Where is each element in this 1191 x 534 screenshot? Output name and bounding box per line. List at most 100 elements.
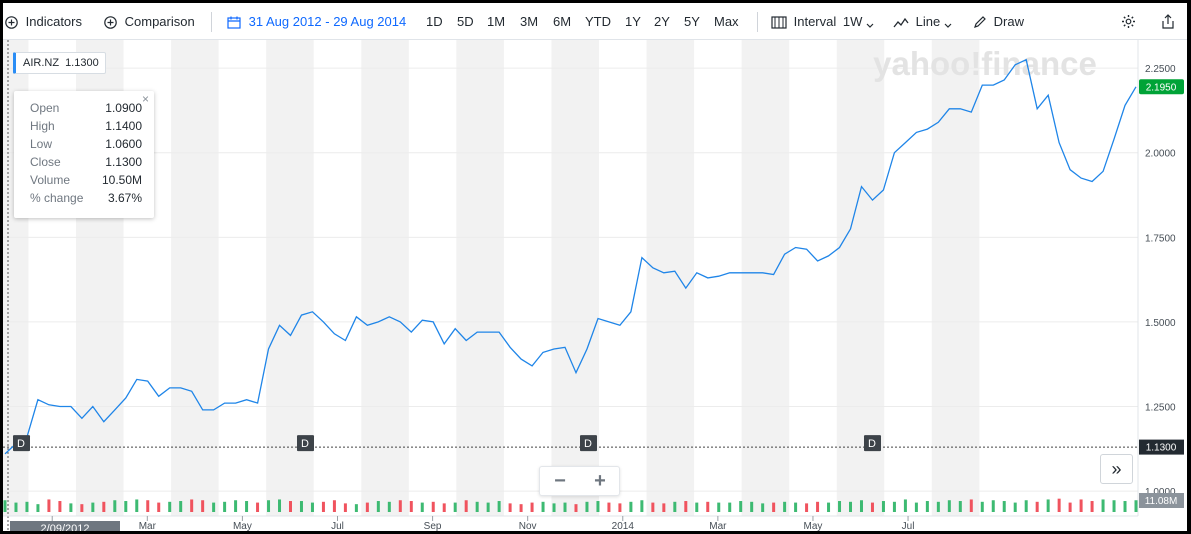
y-tick-label: 2.2500: [1145, 64, 1176, 75]
volume-bar: [124, 501, 128, 512]
range-3m[interactable]: 3M: [520, 13, 538, 31]
volume-bar: [475, 501, 479, 512]
price-chart[interactable]: yahoo!finance D D D D 1.0000 1.2500 1.5000 1.7…: [3, 40, 1187, 531]
volume-bar: [969, 499, 973, 512]
volume-bar: [398, 500, 402, 512]
volume-bar: [618, 503, 622, 512]
dividend-marker: [580, 435, 597, 452]
volume-bar: [903, 499, 907, 512]
interval-dropdown[interactable]: Interval 1W: [771, 13, 874, 31]
volume-bar: [102, 501, 106, 512]
volume-bar: [420, 502, 424, 512]
pencil-icon: [974, 16, 986, 28]
volume-bar: [256, 502, 260, 512]
range-1y-label: 1Y: [625, 14, 641, 29]
range-1d-label: 1D: [426, 14, 443, 29]
range-5d[interactable]: 5D: [457, 13, 474, 31]
range-1m[interactable]: 1M: [487, 13, 505, 31]
ohlc-row: Low 1.0600: [30, 135, 142, 153]
dividend-marker-label: D: [301, 438, 309, 450]
volume-bar: [991, 500, 995, 512]
y-tick-label: 1.2500: [1145, 402, 1176, 413]
share-button[interactable]: [1161, 13, 1175, 31]
volume-bar: [1068, 502, 1072, 512]
volume-bar: [936, 501, 940, 512]
draw-button[interactable]: Draw: [973, 13, 1024, 31]
range-ytd[interactable]: YTD: [585, 13, 611, 31]
volume-bar: [157, 502, 161, 512]
volume-bar: [201, 500, 205, 512]
ohlc-key: High: [30, 119, 55, 133]
range-2y[interactable]: 2Y: [654, 13, 670, 31]
ohlc-value: 1.1400: [105, 119, 142, 133]
close-icon[interactable]: ×: [141, 92, 149, 106]
zoom-in-button[interactable]: +: [594, 470, 606, 492]
volume-bar: [662, 503, 666, 512]
range-1y[interactable]: 1Y: [625, 13, 641, 31]
range-1d[interactable]: 1D: [426, 13, 443, 31]
volume-bar: [135, 499, 139, 512]
volume-bar: [859, 500, 863, 512]
volume-bar: [442, 503, 446, 512]
range-5y[interactable]: 5Y: [684, 13, 700, 31]
ohlc-key: Open: [30, 101, 60, 115]
ohlc-row: % change 3.67%: [30, 189, 142, 207]
range-ytd-label: YTD: [585, 14, 611, 29]
calendar-icon: [227, 16, 241, 29]
volume-bar: [717, 502, 721, 512]
crosshair-value: 1.1300: [1146, 443, 1177, 454]
toolbar-divider: [757, 12, 758, 32]
volume-bar: [1101, 499, 1105, 512]
volume-tag-value: 11.08M: [1145, 496, 1178, 507]
y-tick-label: 1.0000: [1145, 487, 1176, 498]
volume-bar: [761, 503, 765, 512]
dividend-marker: [864, 435, 881, 452]
volume-bar: [387, 501, 391, 512]
range-6m[interactable]: 6M: [553, 13, 571, 31]
y-tick-label: 1.5000: [1145, 318, 1176, 329]
expand-icon[interactable]: »: [1100, 454, 1133, 484]
ohlc-value: 3.67%: [107, 191, 142, 205]
ticker-value: 1.1300: [65, 57, 99, 69]
last-price-tag: 2.1950: [1139, 79, 1184, 95]
volume-bar: [212, 502, 216, 512]
comparison-button[interactable]: Comparison: [104, 13, 195, 31]
volume-bar: [585, 501, 589, 512]
date-range-button[interactable]: 31 Aug 2012 - 29 Aug 2014: [227, 13, 406, 31]
volume-bar: [179, 501, 183, 512]
volume-bar: [310, 502, 314, 512]
candlestick-icon: [771, 16, 787, 29]
volume-bar: [816, 501, 820, 512]
volume-bar: [234, 500, 238, 512]
indicators-button[interactable]: Indicators: [5, 13, 82, 31]
volume-bar: [1013, 502, 1017, 512]
range-6m-label: 6M: [553, 14, 572, 29]
volume-bar: [278, 499, 282, 512]
dividend-marker-label: D: [584, 438, 592, 450]
ohlc-key: Low: [30, 137, 53, 151]
volume-bar: [113, 500, 117, 512]
draw-label: Draw: [993, 14, 1024, 29]
brand-watermark: yahoo!finance: [873, 45, 1097, 82]
x-tick-label: Nov: [519, 521, 537, 531]
volume-bar: [486, 502, 490, 512]
ohlc-value: 1.0900: [105, 101, 142, 115]
volume-bar: [849, 501, 853, 512]
volume-bar: [552, 503, 556, 512]
volume-bar: [881, 501, 885, 512]
y-axis-ticks: 1.0000 1.2500 1.5000 1.7500 2.0000 2.2500: [1145, 64, 1176, 498]
volume-bar: [1123, 501, 1127, 512]
chevron-down-icon: [944, 23, 952, 28]
volume-bar: [332, 500, 336, 512]
volume-bar: [925, 501, 929, 512]
dividend-marker: [13, 435, 30, 452]
price-line: [4, 58, 1137, 455]
share-icon: [1162, 14, 1174, 29]
ohlc-row: High 1.1400: [30, 117, 142, 135]
zoom-out-button[interactable]: −: [554, 470, 566, 492]
range-max[interactable]: Max: [714, 13, 739, 31]
settings-button[interactable]: [1121, 13, 1136, 31]
chart-type-dropdown[interactable]: Line: [893, 13, 952, 31]
volume-bar: [838, 501, 842, 512]
volume-bar: [1090, 501, 1094, 512]
